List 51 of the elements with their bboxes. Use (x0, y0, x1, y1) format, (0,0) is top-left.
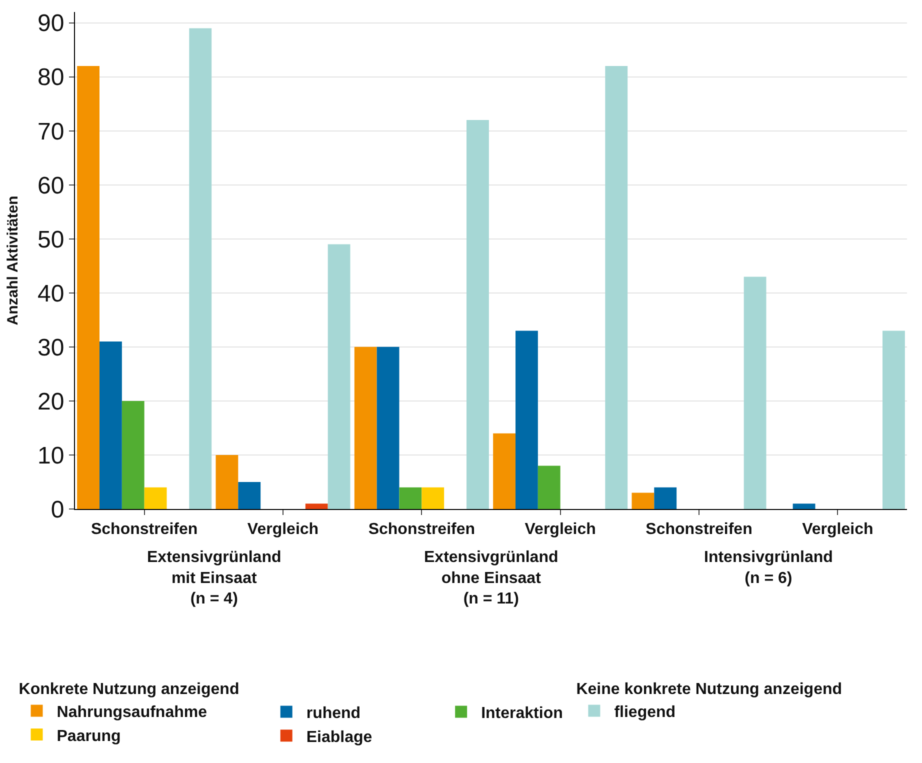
legend-label: Interaktion (481, 705, 563, 722)
bar (516, 330, 538, 509)
y-tick-label: 10 (37, 442, 64, 470)
bar (189, 28, 212, 509)
text: Intensivgrünland (n = 6) (704, 549, 833, 587)
bar (100, 342, 122, 509)
text: Keine konkrete Nutzung anzeigend (576, 680, 842, 698)
y-tick-label: 0 (50, 496, 64, 524)
bar (354, 346, 377, 509)
y-tick-label: 70 (37, 118, 64, 146)
bar (144, 487, 167, 509)
bar (328, 244, 350, 509)
text: Extensivgrünland mit Einsaat (n = 4) (147, 549, 282, 608)
text: Konkrete Nutzung anzeigend (18, 680, 240, 698)
legend-label: Paarung (56, 728, 121, 745)
legend-label: Eiablage (306, 728, 372, 746)
x-tick-label: Vergleich (247, 521, 319, 538)
text: Extensivgrünland ohne Einsaat (n = 11) (424, 549, 558, 608)
bar (654, 487, 677, 509)
y-tick-label: 20 (37, 388, 64, 416)
bar (376, 346, 400, 509)
y-tick-label: 90 (37, 10, 64, 38)
bar (399, 487, 422, 509)
bar (792, 504, 816, 509)
bar (493, 433, 516, 509)
bar (744, 276, 766, 509)
x-tick-label: Schonstreifen (368, 521, 476, 538)
y-tick-label: 40 (37, 280, 64, 308)
x-tick-label: Schonstreifen (90, 521, 198, 538)
y-tick-label: 50 (37, 226, 64, 254)
bar (216, 454, 238, 509)
bar (422, 487, 444, 509)
y-tick-label: 30 (37, 334, 64, 362)
bar (605, 66, 628, 509)
bar (882, 330, 905, 509)
bar (238, 482, 261, 509)
bar (466, 120, 489, 509)
x-tick-label: Schonstreifen (646, 521, 752, 538)
bar (632, 492, 654, 509)
bar (122, 400, 144, 509)
y-tick-label: 60 (37, 172, 64, 200)
legend-label: Nahrungsaufnahme (56, 704, 208, 721)
legend-label: fliegend (614, 704, 676, 721)
y-axis-title: Anzahl Aktivitäten (4, 196, 22, 326)
y-tick-label: 80 (37, 64, 64, 92)
bar (77, 66, 100, 509)
legend-label: ruhend (306, 705, 361, 722)
x-tick-label: Vergleich (524, 521, 596, 538)
bar (305, 504, 328, 509)
x-tick-label: Vergleich (802, 521, 874, 538)
bar (538, 466, 560, 509)
